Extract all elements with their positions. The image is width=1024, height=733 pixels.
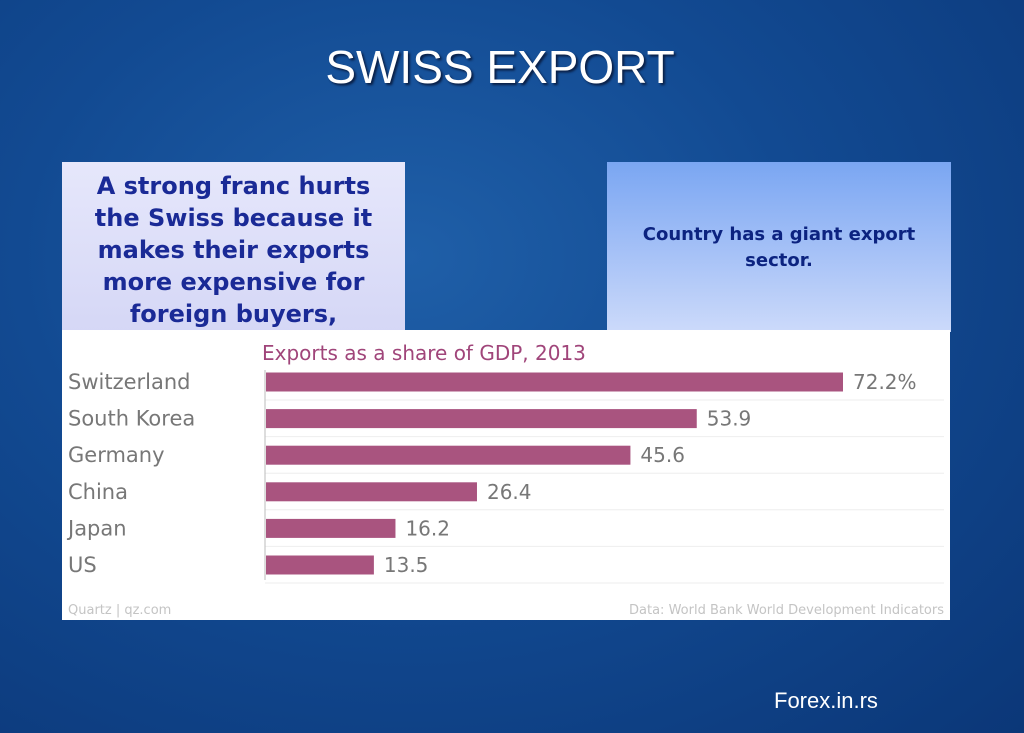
chart-title: Exports as a share of GDP, 2013 xyxy=(262,341,586,365)
value-label: 53.9 xyxy=(707,407,752,431)
source-left: Quartz | qz.com xyxy=(68,603,171,618)
bar xyxy=(266,518,396,538)
category-label: US xyxy=(68,553,97,577)
left-callout-box: A strong franc hurts the Swiss because i… xyxy=(62,162,405,332)
value-label: 16.2 xyxy=(405,516,450,540)
bar xyxy=(266,372,843,392)
right-callout-text: Country has a giant export sector. xyxy=(642,224,916,271)
bar xyxy=(266,445,631,465)
grid-lines xyxy=(265,399,944,584)
bar-chart: Exports as a share of GDP, 2013 Switzerl… xyxy=(66,341,944,618)
value-label: 26.4 xyxy=(487,480,532,504)
right-callout-box: Country has a giant export sector. xyxy=(607,162,951,332)
bar xyxy=(266,555,374,575)
chart-panel: Exports as a share of GDP, 2013 Switzerl… xyxy=(62,330,950,620)
category-label: Switzerland xyxy=(68,370,191,394)
bar xyxy=(266,409,697,429)
value-label: 72.2% xyxy=(853,370,917,394)
slide-title: SWISS EXPORT xyxy=(325,41,675,93)
category-label: Japan xyxy=(66,516,127,540)
value-label: 45.6 xyxy=(640,443,685,467)
source-right: Data: World Bank World Development Indic… xyxy=(629,603,944,618)
category-label: South Korea xyxy=(68,407,195,431)
left-callout-text: A strong franc hurts the Swiss because i… xyxy=(94,172,373,328)
footer-brand: Forex.in.rs xyxy=(774,688,878,713)
bars-group: Switzerland 72.2% South Korea 53.9 Germany 45… xyxy=(66,370,917,577)
bar xyxy=(266,482,477,502)
value-label: 13.5 xyxy=(384,553,429,577)
category-label: China xyxy=(68,480,128,504)
category-label: Germany xyxy=(68,443,165,467)
